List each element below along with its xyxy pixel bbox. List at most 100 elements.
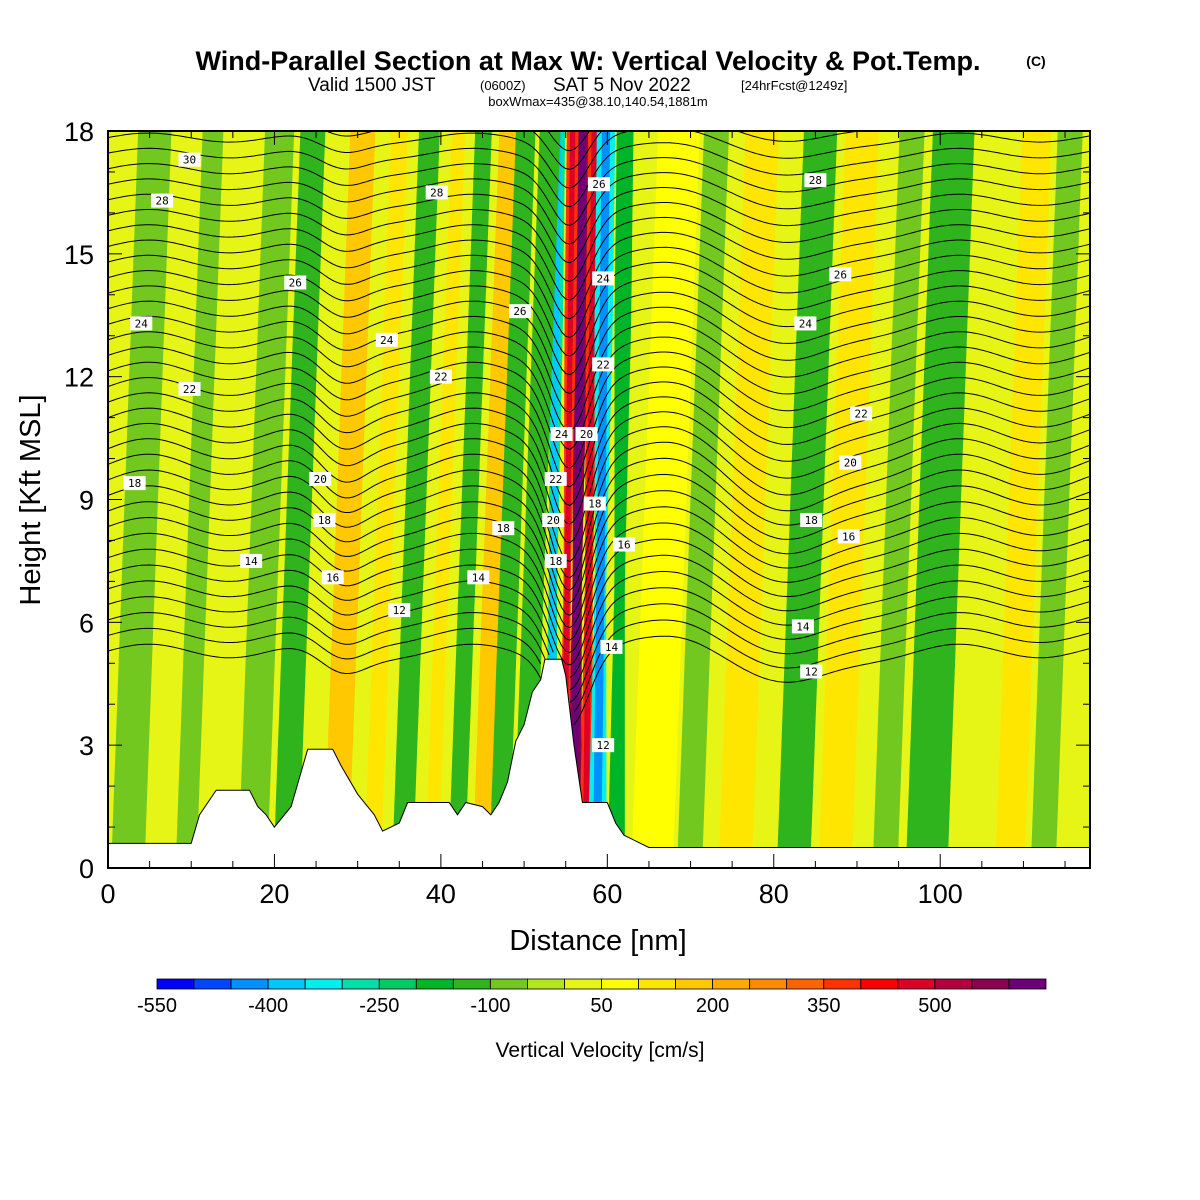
contour-label: 18: [800, 512, 823, 527]
contour-label: 22: [592, 357, 615, 372]
colorbar-swatch: [527, 978, 565, 990]
contour-label: 20: [309, 472, 332, 487]
contour-label: 14: [791, 619, 814, 634]
colorbar-swatch: [897, 978, 936, 990]
utc-time: (0600Z): [480, 78, 526, 93]
colorbar-tick-label: 350: [807, 995, 840, 1017]
contour-label: 14: [600, 639, 623, 654]
contour-label: 28: [425, 185, 448, 200]
contour-label: 24: [550, 426, 573, 441]
contour-label: 28: [151, 193, 174, 208]
velocity-band: [111, 131, 172, 868]
theta-contour: [108, 426, 1090, 563]
theta-contour: [324, 131, 864, 170]
contour-label: 22: [429, 369, 452, 384]
contour-label-text: 16: [842, 530, 855, 543]
theta-contour: [108, 351, 1090, 469]
x-tick-label: 40: [426, 879, 456, 909]
theta-contour: [108, 538, 1090, 654]
colorbar-swatch: [638, 978, 676, 990]
contour-label-text: 18: [805, 514, 818, 527]
contour-label-text: 26: [592, 178, 605, 191]
theta-contour: [108, 490, 1090, 616]
velocity-band: [718, 131, 779, 868]
theta-contour: [108, 635, 1090, 725]
contour-label: 16: [837, 529, 860, 544]
velocity-band: [677, 131, 729, 868]
colorbar-swatch: [749, 978, 788, 990]
contour-label-text: 14: [472, 571, 486, 584]
theta-contour: [108, 276, 1090, 376]
velocity-band: [607, 131, 634, 868]
chart-title: Wind-Parallel Section at Max W: Vertical…: [196, 46, 981, 76]
contour-label: 30: [178, 152, 201, 167]
colorbar-ticks: -550 -400 -250 -100 50 200 350 500: [137, 995, 952, 1017]
contour-label-text: 30: [183, 154, 196, 167]
y-tick-label: 18: [64, 117, 94, 147]
colorbar-tick-label: -550: [137, 995, 177, 1017]
plot-area: 30 28 28 26 28 26 26 24 26 24 24 24 22 22 22 22 24 20 20 18…: [108, 131, 1090, 868]
contour-label: 26: [284, 275, 307, 290]
contour-label-text: 20: [314, 473, 327, 486]
velocity-core: [570, 131, 587, 868]
contour-label-text: 20: [844, 457, 857, 470]
colorbar-swatch: [304, 978, 343, 990]
contour-label-text: 22: [434, 371, 447, 384]
velocity-band: [872, 131, 925, 868]
y-tick-label: 9: [79, 486, 94, 516]
velocity-band: [776, 131, 838, 868]
colorbar-swatch: [1008, 978, 1047, 990]
contour-label-text: 14: [605, 641, 619, 654]
y-tick-label: 12: [64, 363, 94, 393]
colorbar-tick-label: 50: [590, 995, 612, 1017]
contour-label: 12: [592, 738, 615, 753]
colorbar-swatch: [156, 978, 195, 990]
theta-contour: [108, 603, 1090, 703]
velocity-band: [631, 131, 700, 868]
theta-contour: [108, 366, 1090, 488]
contour-label: 16: [612, 537, 635, 552]
contour-label-text: 18: [497, 522, 510, 535]
y-axis-label: Height [Kft MSL]: [15, 394, 47, 605]
colorbar-swatch: [378, 978, 417, 990]
x-tick-label: 60: [592, 879, 622, 909]
contour-label: 18: [123, 476, 146, 491]
contour-label-text: 12: [597, 739, 610, 752]
colorbar-swatch: [971, 978, 1010, 990]
contour-label-text: 24: [555, 428, 569, 441]
contour-label: 20: [575, 426, 598, 441]
contour-label: 18: [492, 521, 515, 536]
velocity-band: [323, 131, 376, 868]
contour-label-text: 14: [796, 620, 810, 633]
velocity-band: [392, 131, 440, 868]
contour-label-text: 28: [809, 174, 822, 187]
colorbar-swatch: [786, 978, 825, 990]
contour-label-text: 28: [155, 195, 168, 208]
x-tick-label: 80: [759, 879, 789, 909]
contour-label-text: 26: [513, 305, 526, 318]
contour-label-text: 22: [597, 358, 610, 371]
colorbar-swatch: [415, 978, 454, 990]
theta-contour: [108, 131, 1090, 189]
colorbar-swatch: [564, 978, 602, 990]
contour-label: 22: [850, 406, 873, 421]
box-wmax-info: boxWmax=435@38.10,140.54,1881m: [488, 94, 708, 109]
y-tick-label: 3: [79, 731, 94, 761]
x-axis-label: Distance [nm]: [509, 925, 686, 957]
contour-label-text: 22: [183, 383, 196, 396]
colorbar-tick-label: 200: [696, 995, 729, 1017]
colorbar-swatch: [712, 978, 750, 990]
theta-contour: [108, 381, 1090, 506]
contour-label: 24: [375, 332, 398, 347]
contour-label-text: 16: [617, 539, 630, 552]
theta-contour: [108, 441, 1090, 579]
contour-label: 20: [542, 512, 565, 527]
contour-label: 24: [794, 316, 817, 331]
x-tick-label: 20: [259, 879, 289, 909]
colorbar-tick-label: -400: [248, 995, 288, 1017]
contour-label-text: 18: [549, 555, 562, 568]
colorbar-swatch: [230, 978, 269, 990]
contour-label: 18: [583, 496, 606, 511]
contour-label: 18: [544, 553, 567, 568]
